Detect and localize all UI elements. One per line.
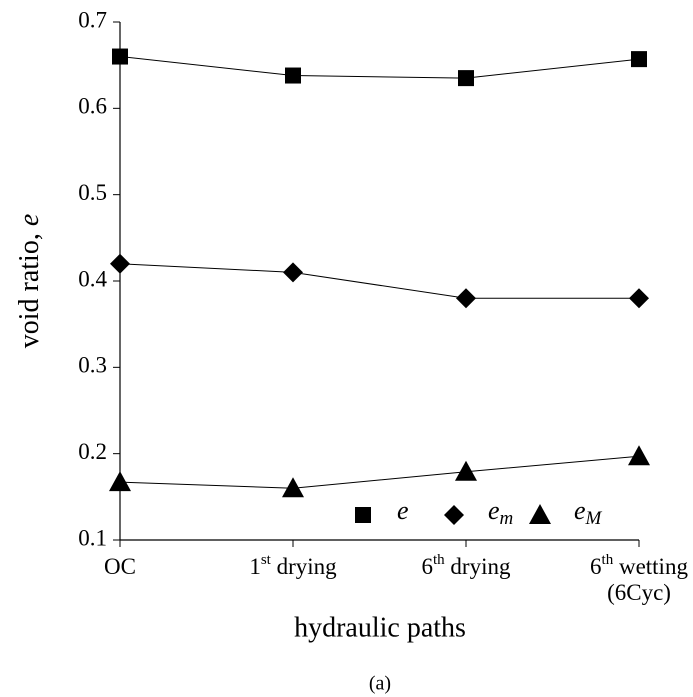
data-point [629,288,649,309]
data-point [455,460,477,481]
data-point [285,67,301,84]
data-point [458,70,474,87]
x-tick-label: OC [104,554,136,579]
series-line [119,455,640,489]
legend-marker [529,504,551,524]
caption: (a) [369,673,391,695]
y-tick-label: 0.7 [78,7,107,32]
x-tick-label: 1st drying [249,552,337,579]
series-line [119,56,640,79]
data-point [631,51,647,68]
y-tick-label: 0.2 [78,439,107,464]
x-axis-title: hydraulic paths [294,612,466,643]
data-point [110,253,130,274]
y-tick-label: 0.3 [78,353,107,378]
legend-label: eM [574,496,603,529]
data-point [112,48,128,65]
legend-label: em [488,496,513,529]
y-tick-label: 0.1 [78,525,107,550]
legend-label: e [397,496,409,525]
data-point [109,471,131,492]
y-tick-label: 0.6 [78,94,107,119]
data-point [282,477,304,498]
x-tick-label: 6th drying [422,552,511,579]
legend-marker [444,505,464,525]
data-point [628,445,650,466]
y-axis-title: void ratio, e [14,214,45,349]
data-point [283,262,303,283]
y-tick-label: 0.5 [78,180,107,205]
data-point [456,288,476,309]
legend-marker [355,507,371,523]
x-tick-label: 6th wetting (6Cyc) [590,552,688,605]
series-line [119,263,639,299]
y-tick-label: 0.4 [78,266,107,291]
